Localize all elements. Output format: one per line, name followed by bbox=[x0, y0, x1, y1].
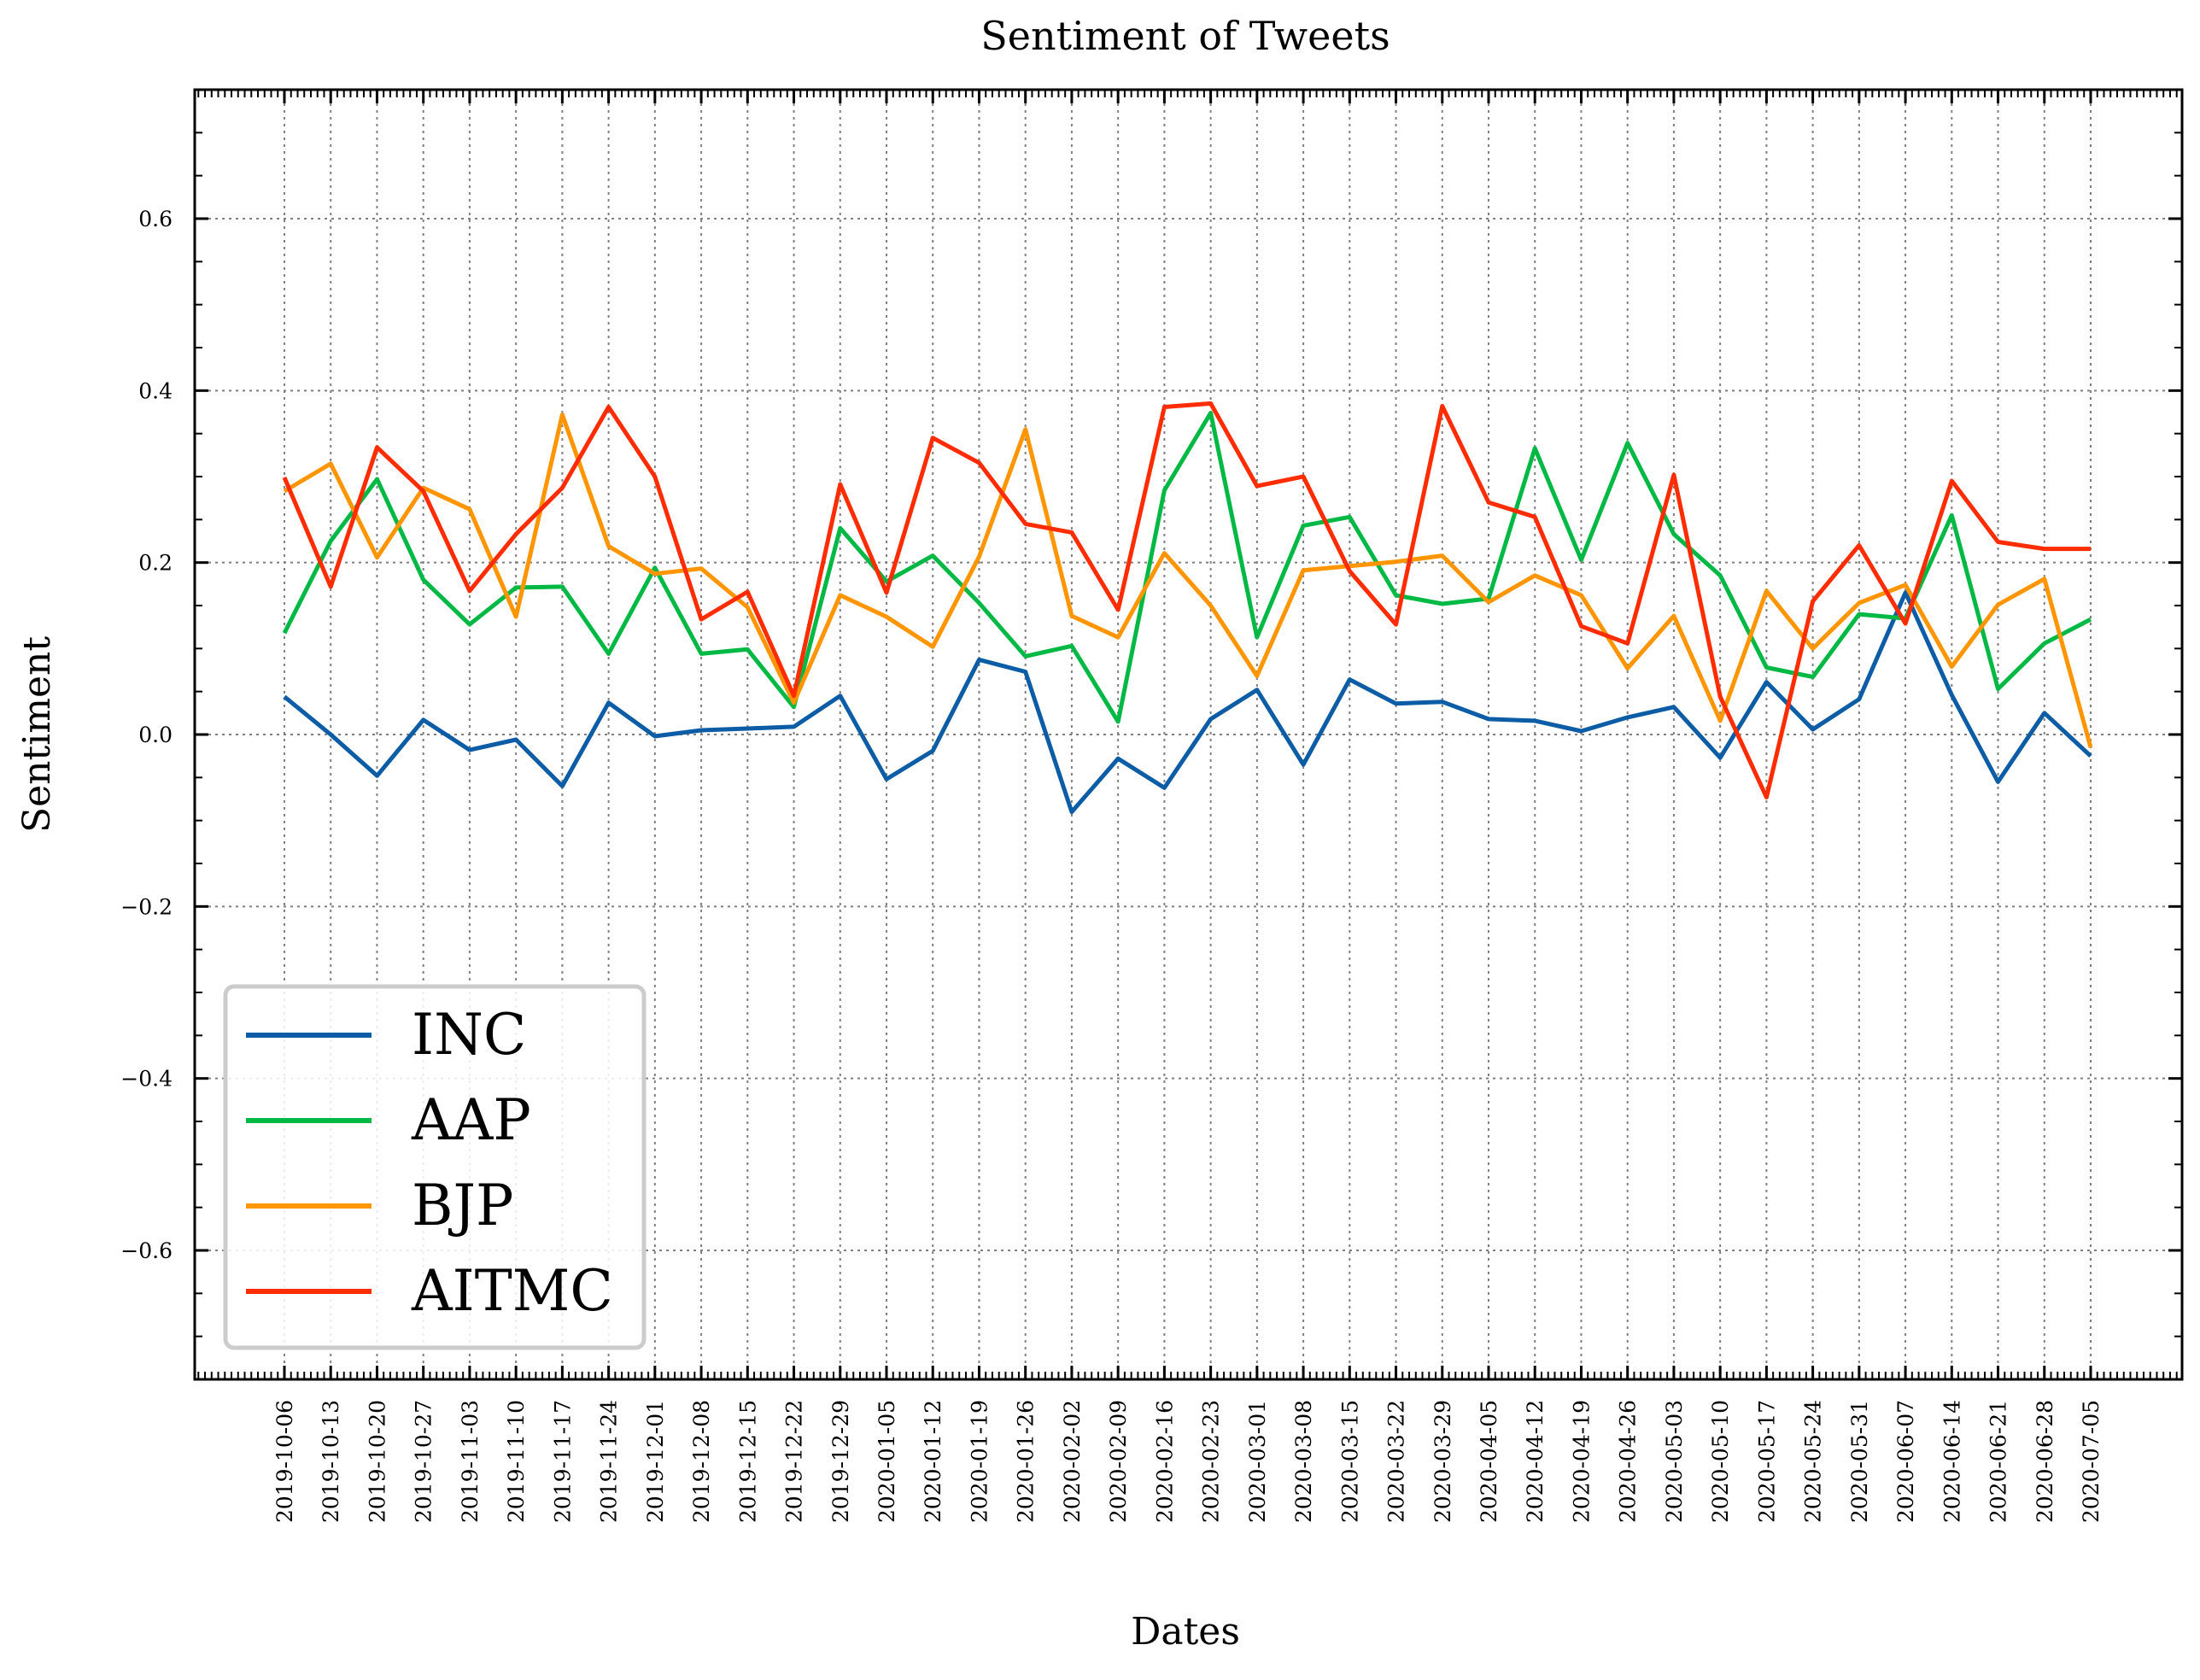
x-tick-label: 2020-02-09 bbox=[1106, 1400, 1131, 1523]
y-tick-label: −0.2 bbox=[120, 894, 173, 919]
x-tick-label: 2020-05-17 bbox=[1754, 1400, 1779, 1523]
x-tick-label: 2019-12-15 bbox=[735, 1400, 760, 1523]
series-lines bbox=[282, 401, 2093, 815]
x-tick-label: 2020-07-05 bbox=[2079, 1400, 2103, 1523]
x-tick-label: 2020-06-14 bbox=[1940, 1400, 1964, 1523]
y-tick-label: 0.2 bbox=[138, 551, 173, 576]
x-tick-label: 2019-10-27 bbox=[412, 1400, 436, 1523]
chart-title: Sentiment of Tweets bbox=[980, 13, 1390, 59]
x-tick-label: 2019-11-10 bbox=[504, 1400, 529, 1523]
x-tick-label: 2020-04-19 bbox=[1569, 1400, 1594, 1523]
x-tick-label: 2020-03-08 bbox=[1291, 1400, 1316, 1523]
x-tick-label: 2020-03-01 bbox=[1245, 1400, 1270, 1523]
y-axis-label: Sentiment bbox=[15, 636, 59, 833]
x-tick-label: 2020-05-31 bbox=[1847, 1400, 1872, 1523]
x-tick-label: 2019-10-13 bbox=[319, 1400, 343, 1523]
x-tick-label: 2020-03-22 bbox=[1384, 1400, 1409, 1523]
x-tick-label: 2020-06-07 bbox=[1893, 1400, 1918, 1523]
x-tick-label: 2020-02-23 bbox=[1199, 1400, 1224, 1523]
x-tick-label: 2019-10-06 bbox=[272, 1400, 297, 1523]
x-tick-label: 2020-01-05 bbox=[875, 1400, 899, 1523]
x-tick-label: 2020-02-16 bbox=[1152, 1400, 1177, 1523]
y-tick-label: 0.6 bbox=[138, 207, 173, 231]
x-tick-label: 2019-11-17 bbox=[550, 1400, 575, 1523]
legend-box bbox=[223, 984, 647, 1350]
y-tick-label: −0.4 bbox=[120, 1067, 173, 1092]
axis-ticks bbox=[195, 90, 2182, 1379]
legend: INC AAP BJP AITMC bbox=[223, 984, 647, 1350]
x-tick-label: 2019-12-01 bbox=[643, 1400, 668, 1523]
x-tick-label: 2020-05-10 bbox=[1708, 1400, 1733, 1523]
x-tick-label: 2020-05-03 bbox=[1662, 1400, 1687, 1523]
x-tick-label: 2019-12-22 bbox=[782, 1400, 807, 1523]
x-tick-label: 2020-05-24 bbox=[1801, 1400, 1826, 1523]
x-tick-labels: 2019-10-06 2019-10-13 2019-10-20 2019-10-27… bbox=[272, 1400, 2103, 1523]
x-tick-label: 2019-12-08 bbox=[689, 1400, 714, 1523]
x-tick-label: 2020-04-26 bbox=[1616, 1400, 1641, 1523]
y-tick-label: −0.6 bbox=[120, 1238, 173, 1263]
x-tick-label: 2020-03-15 bbox=[1337, 1400, 1362, 1523]
legend-label-aitmc: AITMC bbox=[411, 1258, 613, 1324]
x-axis-label: Dates bbox=[1131, 1610, 1240, 1654]
y-tick-labels: −0.6 −0.4 −0.2 0.0 0.2 0.4 0.6 bbox=[120, 207, 173, 1263]
legend-label-aap: AAP bbox=[411, 1087, 531, 1153]
x-tick-label: 2020-01-19 bbox=[967, 1400, 992, 1523]
series-line-inc bbox=[283, 590, 2092, 815]
series-line-aitmc bbox=[282, 401, 2091, 799]
legend-label-inc: INC bbox=[412, 1002, 526, 1068]
x-tick-label: 2020-01-12 bbox=[921, 1400, 945, 1523]
x-tick-label: 2020-06-28 bbox=[2033, 1400, 2057, 1523]
x-tick-label: 2020-03-29 bbox=[1431, 1400, 1455, 1523]
x-tick-label: 2020-01-26 bbox=[1014, 1400, 1039, 1523]
x-tick-label: 2019-11-24 bbox=[597, 1400, 622, 1523]
x-tick-label: 2020-06-21 bbox=[1986, 1400, 2011, 1523]
x-tick-label: 2020-02-02 bbox=[1060, 1400, 1085, 1523]
legend-label-bjp: BJP bbox=[412, 1173, 513, 1238]
x-tick-label: 2020-04-05 bbox=[1477, 1400, 1501, 1523]
series-line-aap bbox=[282, 411, 2092, 724]
y-tick-label: 0.0 bbox=[138, 723, 173, 747]
x-tick-label: 2019-10-20 bbox=[365, 1400, 389, 1523]
x-tick-label: 2019-11-03 bbox=[458, 1400, 483, 1523]
x-tick-label: 2020-04-12 bbox=[1523, 1400, 1548, 1523]
y-tick-label: 0.4 bbox=[138, 378, 173, 403]
series-line-bjp bbox=[283, 413, 2093, 748]
x-tick-label: 2019-12-29 bbox=[828, 1400, 853, 1523]
